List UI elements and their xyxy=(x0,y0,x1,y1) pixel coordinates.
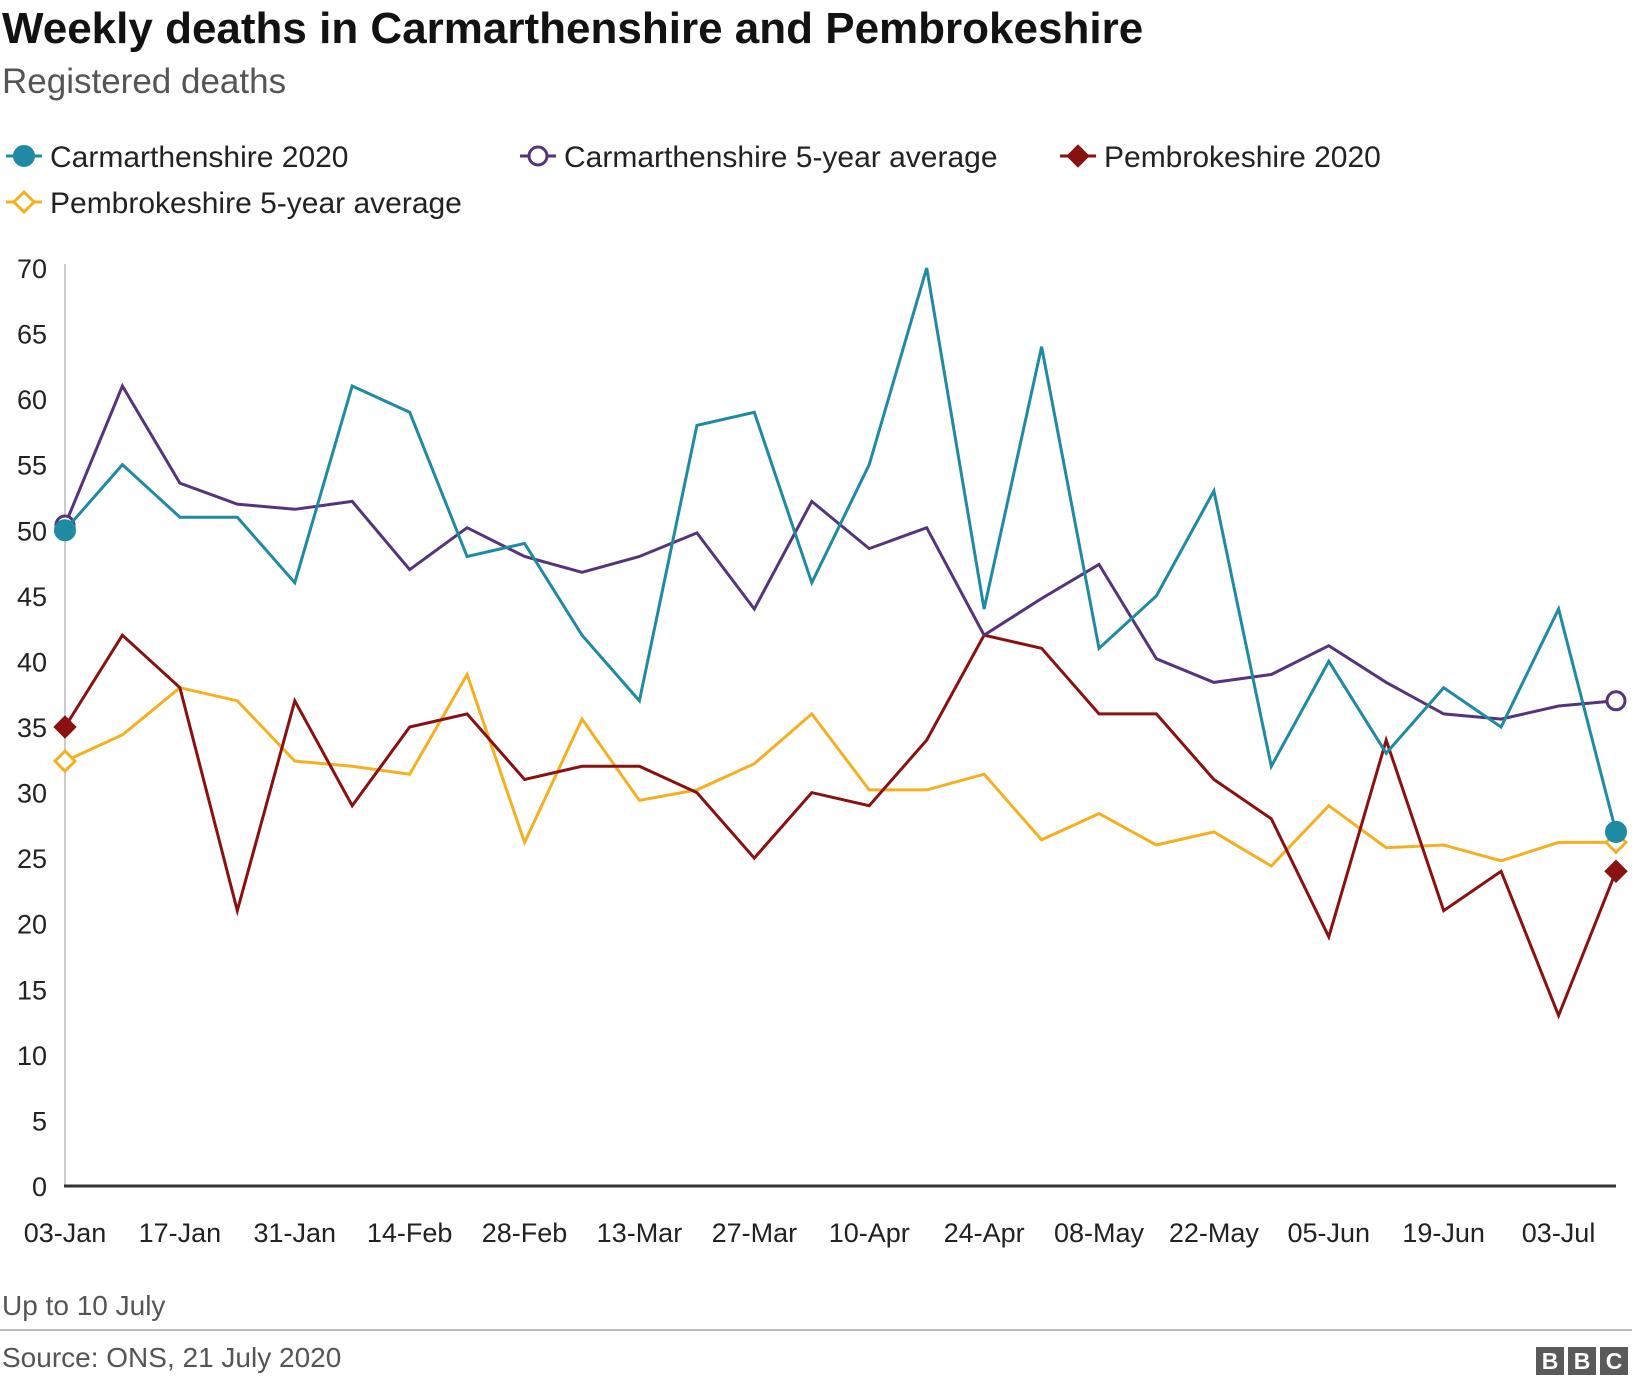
chart-title: Weekly deaths in Carmarthenshire and Pem… xyxy=(2,4,1144,53)
series-end-marker xyxy=(53,715,77,739)
y-tick-label: 25 xyxy=(17,844,47,874)
y-tick-label: 15 xyxy=(17,975,47,1005)
line-chart: Carmarthenshire 2020 Carmarthenshire 5-ye… xyxy=(6,141,1629,1248)
x-tick-label: 22-May xyxy=(1169,1218,1260,1248)
series-layer xyxy=(52,267,1629,1020)
x-tick-label: 05-Jun xyxy=(1287,1218,1370,1248)
legend-label: Carmarthenshire 2020 xyxy=(50,141,349,174)
legend: Carmarthenshire 2020 Carmarthenshire 5-ye… xyxy=(6,141,1381,220)
legend-item: Pembrokeshire 2020 xyxy=(1060,141,1381,174)
series-line xyxy=(63,382,1617,721)
legend-item: Carmarthenshire 5-year average xyxy=(520,141,998,174)
x-axis: 03-Jan 17-Jan 31-Jan 14-Feb 28-Feb 13-Mar 27-M… xyxy=(24,1184,1616,1248)
y-tick-label: 45 xyxy=(17,582,47,612)
series-end-marker xyxy=(52,748,78,774)
bbc-logo-letter: C xyxy=(1600,1347,1628,1375)
bbc-logo: B B C xyxy=(1536,1347,1628,1375)
series-end-marker xyxy=(1605,690,1627,712)
series-2 xyxy=(53,632,1628,1020)
x-tick-label: 31-Jan xyxy=(253,1218,336,1248)
series-end-marker xyxy=(54,519,76,542)
bbc-logo-letter: B xyxy=(1536,1347,1564,1375)
legend-marker xyxy=(11,189,37,215)
series-3 xyxy=(52,670,1629,868)
footer-divider xyxy=(0,1329,1632,1331)
y-tick-label: 5 xyxy=(32,1106,47,1136)
legend-label: Pembrokeshire 2020 xyxy=(1104,141,1381,174)
y-tick-label: 55 xyxy=(17,451,47,481)
y-tick-label: 65 xyxy=(17,320,47,350)
legend-label: Carmarthenshire 5-year average xyxy=(564,141,998,174)
series-line xyxy=(64,670,1616,868)
chart-subtitle: Registered deaths xyxy=(2,62,287,101)
legend-marker xyxy=(1066,144,1090,168)
series-line xyxy=(63,267,1618,833)
legend-item: Carmarthenshire 2020 xyxy=(6,141,349,174)
y-tick-label: 20 xyxy=(17,910,47,940)
y-tick-label: 40 xyxy=(17,647,47,677)
legend-marker xyxy=(527,145,549,167)
x-tick-label: 13-Mar xyxy=(597,1218,683,1248)
y-tick-label: 50 xyxy=(17,516,47,546)
y-tick-label: 10 xyxy=(17,1041,47,1071)
x-tick-label: 10-Apr xyxy=(829,1218,910,1248)
series-end-marker xyxy=(1604,859,1628,883)
y-tick-label: 60 xyxy=(17,385,47,415)
bbc-logo-letter: B xyxy=(1568,1347,1596,1375)
x-tick-label: 03-Jan xyxy=(24,1218,107,1248)
y-axis: 0 5 10 15 20 25 30 35 40 45 50 55 60 65 70 xyxy=(17,254,66,1202)
x-tick-label: 03-Jul xyxy=(1522,1218,1596,1248)
x-tick-label: 19-Jun xyxy=(1402,1218,1485,1248)
x-tick-label: 28-Feb xyxy=(482,1218,568,1248)
series-line xyxy=(63,632,1618,1020)
series-1 xyxy=(54,382,1627,721)
series-0 xyxy=(54,267,1627,843)
legend-marker xyxy=(13,145,35,167)
x-tick-label: 17-Jan xyxy=(139,1218,222,1248)
x-tick-label: 14-Feb xyxy=(367,1218,453,1248)
y-tick-label: 30 xyxy=(17,779,47,809)
x-tick-label: 27-Mar xyxy=(712,1218,798,1248)
x-tick-label: 24-Apr xyxy=(944,1218,1025,1248)
chart-footnote: Up to 10 July xyxy=(2,1290,166,1321)
y-tick-label: 35 xyxy=(17,713,47,743)
legend-item: Pembrokeshire 5-year average xyxy=(6,187,462,220)
y-tick-label: 70 xyxy=(17,254,47,284)
chart-source: Source: ONS, 21 July 2020 xyxy=(2,1342,342,1373)
y-tick-label: 0 xyxy=(32,1172,47,1202)
legend-label: Pembrokeshire 5-year average xyxy=(50,187,462,220)
x-tick-label: 08-May xyxy=(1054,1218,1145,1248)
series-end-marker xyxy=(1605,820,1627,843)
